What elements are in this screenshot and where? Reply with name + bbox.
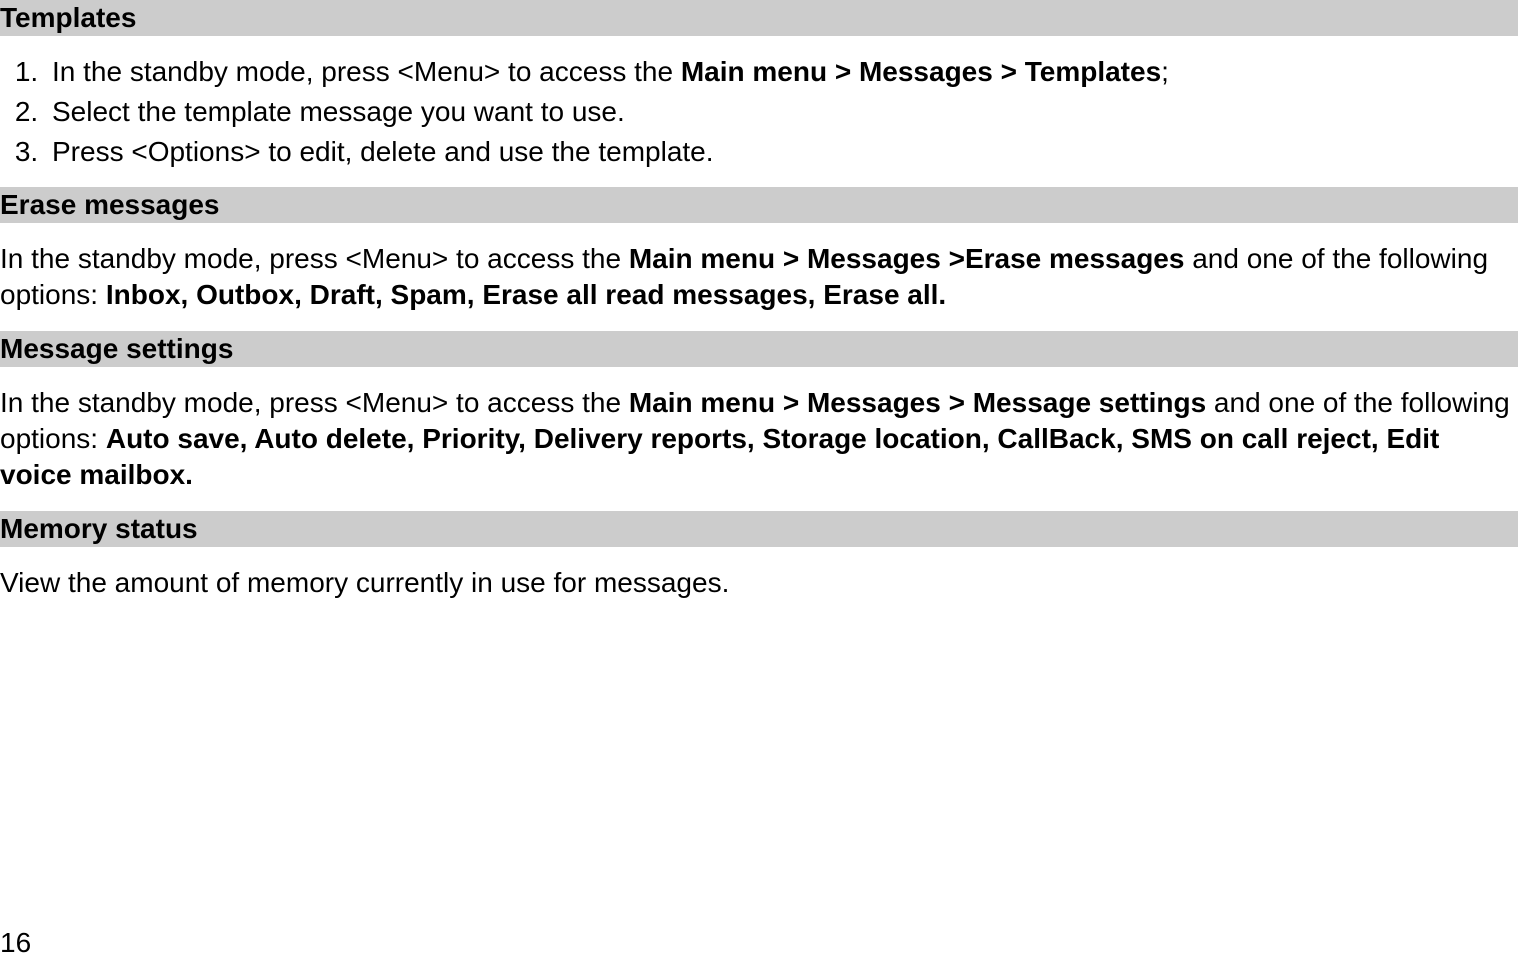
section-heading-memory: Memory status — [0, 511, 1518, 547]
templates-steps-list: In the standby mode, press <Menu> to acc… — [0, 54, 1518, 169]
memory-paragraph: View the amount of memory currently in u… — [0, 565, 1518, 601]
erase-paragraph: In the standby mode, press <Menu> to acc… — [0, 241, 1518, 313]
step-text: In the standby mode, press <Menu> to acc… — [52, 56, 681, 87]
document-page: Templates In the standby mode, press <Me… — [0, 0, 1518, 969]
section-heading-settings: Message settings — [0, 331, 1518, 367]
section-heading-erase: Erase messages — [0, 187, 1518, 223]
list-item: Press <Options> to edit, delete and use … — [46, 134, 1518, 170]
list-item: Select the template message you want to … — [46, 94, 1518, 130]
paragraph-bold: Auto save, Auto delete, Priority, Delive… — [0, 423, 1439, 490]
paragraph-bold: Inbox, Outbox, Draft, Spam, Erase all re… — [106, 279, 946, 310]
section-heading-templates: Templates — [0, 0, 1518, 36]
paragraph-bold: Main menu > Messages >Erase messages — [629, 243, 1185, 274]
page-number: 16 — [0, 927, 31, 959]
step-text-bold: Main menu > Messages > Templates — [681, 56, 1161, 87]
step-text-suffix: ; — [1161, 56, 1169, 87]
paragraph-text: In the standby mode, press <Menu> to acc… — [0, 243, 629, 274]
paragraph-text: In the standby mode, press <Menu> to acc… — [0, 387, 629, 418]
settings-paragraph: In the standby mode, press <Menu> to acc… — [0, 385, 1518, 492]
paragraph-bold: Main menu > Messages > Message settings — [629, 387, 1206, 418]
list-item: In the standby mode, press <Menu> to acc… — [46, 54, 1518, 90]
